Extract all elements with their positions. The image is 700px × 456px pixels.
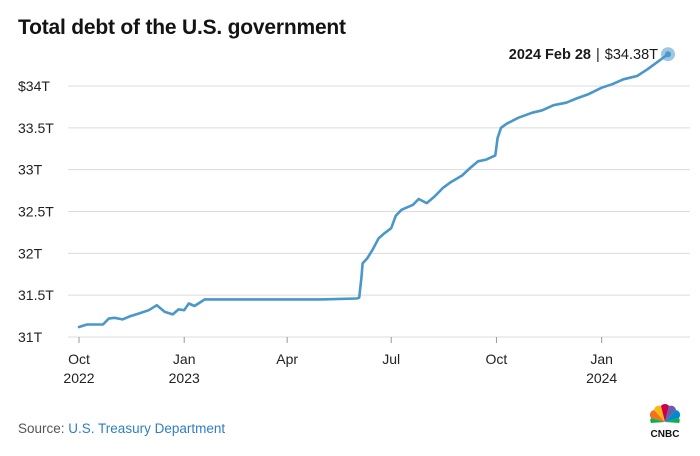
end-point-annotation: 2024 Feb 28 | $34.38T — [509, 47, 658, 63]
x-tick-label: Oct — [486, 351, 508, 367]
x-tick-year-label: 2024 — [586, 370, 617, 386]
y-axis-tick-labels: 31T 31.5T 32T 32.5T 33T 33.5T $34T — [18, 78, 54, 345]
x-tick-label: Apr — [276, 351, 298, 367]
y-tick-label: $34T — [18, 78, 50, 94]
chart-title: Total debt of the U.S. government — [18, 16, 346, 39]
y-tick-label: 32.5T — [18, 204, 54, 220]
source-label: Source: — [18, 421, 65, 436]
y-tick-label: 31T — [18, 329, 43, 345]
y-tick-label: 31.5T — [18, 287, 54, 303]
annotation-separator: | — [596, 47, 600, 63]
end-point-marker — [665, 51, 671, 58]
x-tick-label: Oct — [68, 351, 90, 367]
x-tick-year-label: 2023 — [169, 370, 200, 386]
line-chart: 31T 31.5T 32T 32.5T 33T 33.5T $34T Oct 2022 Jan 2… — [18, 47, 690, 386]
source-note: Source: U.S. Treasury Department — [18, 421, 225, 436]
logo-text: CNBC — [651, 429, 680, 440]
y-tick-label: 33T — [18, 162, 43, 178]
x-tick-label: Jan — [173, 351, 196, 367]
cnbc-logo: CNBC — [649, 404, 681, 440]
x-tick-label: Jan — [590, 351, 613, 367]
peacock-icon — [649, 404, 681, 423]
grid-lines — [68, 85, 690, 338]
x-tick-label: Jul — [382, 351, 400, 367]
x-axis-tick-labels: Oct 2022 Jan 2023 Apr Jul Oct Jan 2024 — [63, 337, 617, 386]
y-tick-label: 33.5T — [18, 120, 54, 136]
x-tick-year-label: 2022 — [63, 370, 94, 386]
annotation-value: $34.38T — [605, 47, 658, 63]
y-tick-label: 32T — [18, 245, 43, 261]
source-organization: U.S. Treasury Department — [68, 421, 226, 436]
annotation-date: 2024 Feb 28 — [509, 47, 591, 63]
debt-series-line — [77, 52, 670, 329]
